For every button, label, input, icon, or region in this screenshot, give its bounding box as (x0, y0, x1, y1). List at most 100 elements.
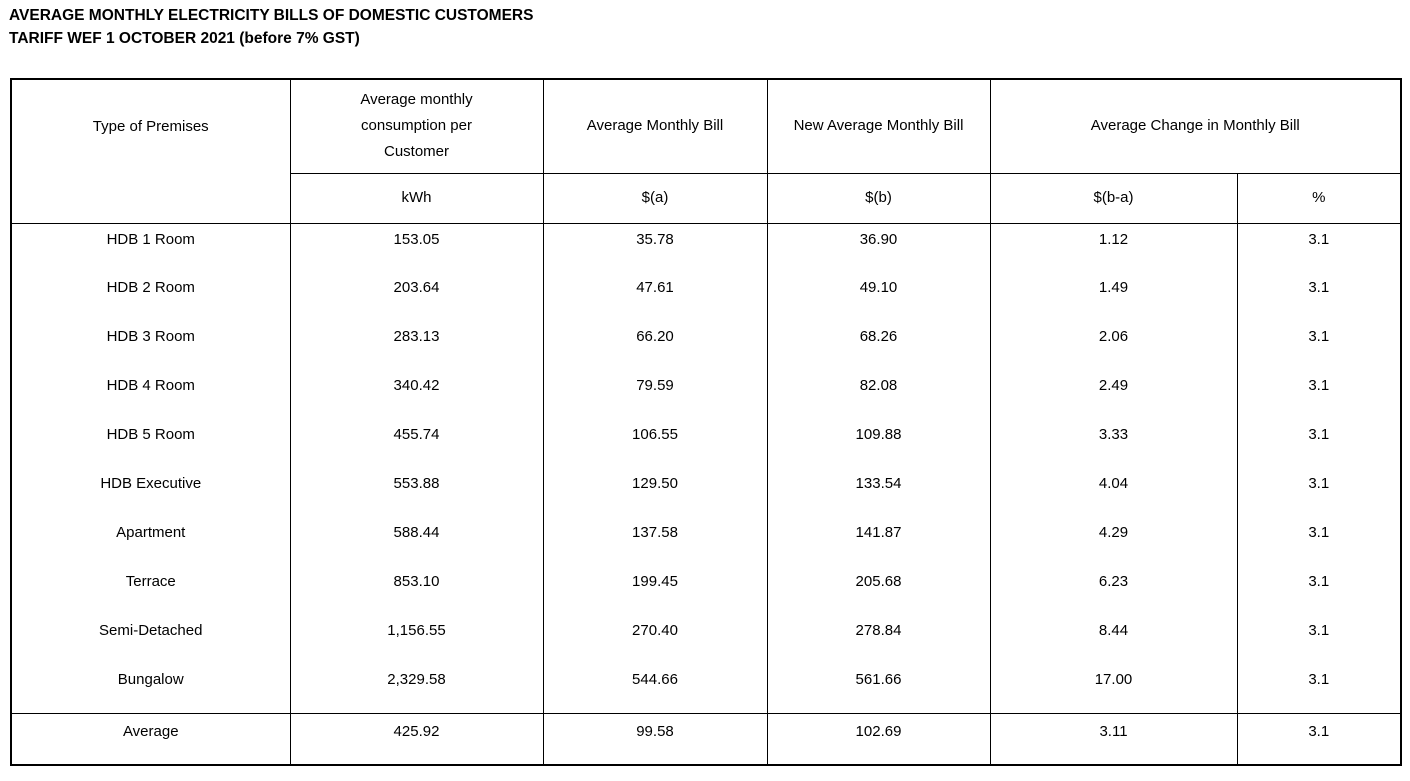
avg-bill-cell: 199.45 (542, 566, 768, 615)
premises-cell: Apartment (10, 517, 291, 566)
document-title-line2: TARIFF WEF 1 OCTOBER 2021 (before 7% GST… (9, 29, 360, 47)
consumption-cell: 455.74 (289, 419, 544, 468)
document-title: AVERAGE MONTHLY ELECTRICITY BILLS OF DOM… (9, 5, 533, 50)
premises-cell: HDB 5 Room (10, 419, 291, 468)
change-amount-cell: 3.33 (989, 419, 1238, 468)
new-avg-bill-cell: 133.54 (766, 468, 991, 517)
consumption-cell: 203.64 (289, 272, 544, 321)
new-avg-bill-cell: 68.26 (766, 321, 991, 370)
unit-header-dollar-b-minus-a: $(b-a) (989, 173, 1238, 224)
avg-bill-cell: 35.78 (542, 223, 768, 272)
new-avg-bill-cell: 561.66 (766, 664, 991, 713)
change-amount-cell: 1.49 (989, 272, 1238, 321)
change-percent-cell: 3.1 (1236, 419, 1402, 468)
avg-bill-cell: 544.66 (542, 664, 768, 713)
column-header-avg-bill: Average Monthly Bill (542, 79, 768, 174)
change-percent-cell: 3.1 (1236, 517, 1402, 566)
premises-cell: Average (10, 712, 291, 765)
column-header-change-label: Average Change in Monthly Bill (1090, 117, 1300, 135)
column-header-avg-bill-label: Average Monthly Bill (586, 117, 724, 135)
avg-bill-cell: 137.58 (542, 517, 768, 566)
change-percent-cell: 3.1 (1236, 712, 1402, 765)
premises-cell: HDB 1 Room (10, 223, 291, 272)
column-header-change: Average Change in Monthly Bill (989, 79, 1402, 174)
change-amount-cell: 1.12 (989, 223, 1238, 272)
consumption-cell: 340.42 (289, 370, 544, 419)
table-header: Type of Premises Average monthly consump… (10, 79, 1402, 224)
avg-bill-cell: 79.59 (542, 370, 768, 419)
new-avg-bill-cell: 278.84 (766, 615, 991, 664)
column-header-new-avg-bill-label: New Average Monthly Bill (793, 117, 964, 135)
change-amount-cell: 17.00 (989, 664, 1238, 713)
column-header-consumption: Average monthly consumption per Customer (289, 79, 544, 174)
avg-bill-cell: 66.20 (542, 321, 768, 370)
table-row: HDB 3 Room 283.13 66.20 68.26 2.06 3.1 (10, 321, 1402, 370)
header-row-units: kWh $(a) $(b) $(b-a) % (11, 173, 1402, 224)
avg-bill-cell: 106.55 (542, 419, 768, 468)
change-percent-cell: 3.1 (1236, 664, 1402, 713)
change-amount-cell: 3.11 (989, 712, 1238, 765)
consumption-cell: 853.10 (289, 566, 544, 615)
premises-cell: Bungalow (10, 664, 291, 713)
electricity-bills-table: Type of Premises Average monthly consump… (10, 78, 1403, 766)
avg-bill-cell: 99.58 (542, 712, 768, 765)
change-percent-cell: 3.1 (1236, 615, 1402, 664)
new-avg-bill-cell: 82.08 (766, 370, 991, 419)
table-body: HDB 1 Room 153.05 35.78 36.90 1.12 3.1 H… (10, 223, 1402, 765)
new-avg-bill-cell: 49.10 (766, 272, 991, 321)
average-row: Average 425.92 99.58 102.69 3.11 3.1 (10, 712, 1402, 765)
change-percent-cell: 3.1 (1236, 223, 1402, 272)
table-row: HDB 2 Room 203.64 47.61 49.10 1.49 3.1 (10, 272, 1402, 321)
avg-bill-cell: 270.40 (542, 615, 768, 664)
premises-cell: HDB 4 Room (10, 370, 291, 419)
change-percent-cell: 3.1 (1236, 321, 1402, 370)
new-avg-bill-cell: 36.90 (766, 223, 991, 272)
new-avg-bill-cell: 205.68 (766, 566, 991, 615)
table-row: Terrace 853.10 199.45 205.68 6.23 3.1 (10, 566, 1402, 615)
column-header-premises-label: Type of Premises (92, 118, 209, 135)
table-row: Bungalow 2,329.58 544.66 561.66 17.00 3.… (10, 664, 1402, 713)
avg-bill-cell: 129.50 (542, 468, 768, 517)
premises-cell: Semi-Detached (10, 615, 291, 664)
consumption-cell: 2,329.58 (289, 664, 544, 713)
change-percent-cell: 3.1 (1236, 566, 1402, 615)
column-header-new-avg-bill: New Average Monthly Bill (766, 79, 991, 174)
new-avg-bill-cell: 102.69 (766, 712, 991, 765)
change-percent-cell: 3.1 (1236, 370, 1402, 419)
column-header-premises: Type of Premises (10, 79, 291, 224)
change-amount-cell: 6.23 (989, 566, 1238, 615)
change-amount-cell: 4.29 (989, 517, 1238, 566)
consumption-cell: 153.05 (289, 223, 544, 272)
consumption-cell: 1,156.55 (289, 615, 544, 664)
premises-cell: HDB Executive (10, 468, 291, 517)
unit-header-dollar-a: $(a) (542, 173, 768, 224)
table-row: HDB 1 Room 153.05 35.78 36.90 1.12 3.1 (10, 223, 1402, 272)
new-avg-bill-cell: 109.88 (766, 419, 991, 468)
premises-cell: HDB 2 Room (10, 272, 291, 321)
consumption-cell: 425.92 (289, 712, 544, 765)
change-amount-cell: 8.44 (989, 615, 1238, 664)
unit-header-percent: % (1236, 173, 1402, 224)
table-row: HDB Executive 553.88 129.50 133.54 4.04 … (10, 468, 1402, 517)
change-amount-cell: 2.49 (989, 370, 1238, 419)
unit-header-kwh: kWh (289, 173, 544, 224)
change-amount-cell: 2.06 (989, 321, 1238, 370)
table-row: Semi-Detached 1,156.55 270.40 278.84 8.4… (10, 615, 1402, 664)
table-row: HDB 5 Room 455.74 106.55 109.88 3.33 3.1 (10, 419, 1402, 468)
document-title-line1: AVERAGE MONTHLY ELECTRICITY BILLS OF DOM… (9, 7, 534, 24)
consumption-cell: 553.88 (289, 468, 544, 517)
table-row: Apartment 588.44 137.58 141.87 4.29 3.1 (10, 517, 1402, 566)
column-header-consumption-label: Average monthly consumption per Customer (360, 91, 473, 161)
premises-cell: HDB 3 Room (10, 321, 291, 370)
consumption-cell: 283.13 (289, 321, 544, 370)
table-row: HDB 4 Room 340.42 79.59 82.08 2.49 3.1 (10, 370, 1402, 419)
change-percent-cell: 3.1 (1236, 468, 1402, 517)
consumption-cell: 588.44 (289, 517, 544, 566)
avg-bill-cell: 47.61 (542, 272, 768, 321)
header-row-main: Type of Premises Average monthly consump… (10, 79, 1402, 224)
change-amount-cell: 4.04 (989, 468, 1238, 517)
premises-cell: Terrace (10, 566, 291, 615)
new-avg-bill-cell: 141.87 (766, 517, 991, 566)
unit-header-dollar-b: $(b) (766, 173, 991, 224)
